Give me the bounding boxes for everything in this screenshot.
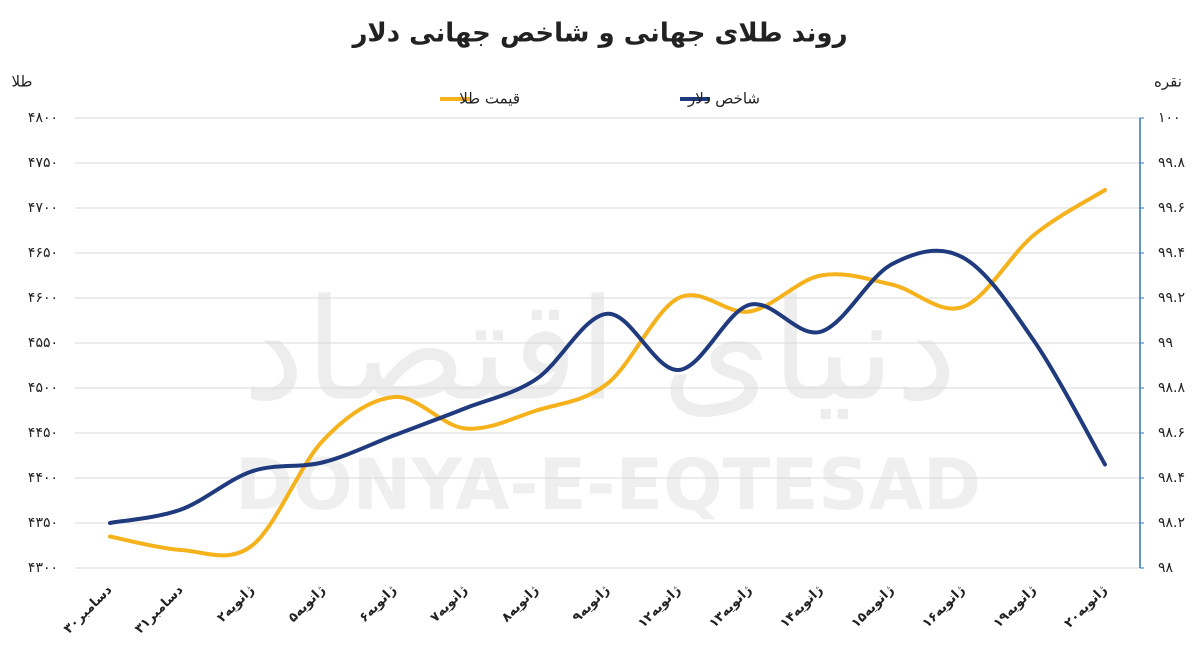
y2-tick-label: ۹۹.۴ <box>1158 245 1185 261</box>
y2-axis-label: نقره <box>1154 73 1182 91</box>
x-tick-label: ۳۰دسامبر <box>61 582 115 636</box>
legend-label: شاخص دلار <box>687 90 760 108</box>
line-series <box>108 188 1107 558</box>
y-tick-label: ۴۷۰۰ <box>28 200 58 216</box>
x-tick-label: ۱۹ژانویه <box>991 583 1040 632</box>
x-tick-label: ۱۵ژانویه <box>849 583 898 632</box>
chart-title: روند طلای جهانی و شاخص جهانی دلار <box>350 19 847 49</box>
x-tick-label: ۱۶ژانویه <box>920 583 969 632</box>
y2-tick-label: ۹۸.۲ <box>1158 515 1185 531</box>
y-tick-label: ۴۴۵۰ <box>28 425 58 441</box>
y-tick-label: ۴۷۵۰ <box>28 155 58 171</box>
y2-tick-label: ۹۹ <box>1158 335 1173 351</box>
x-tick-label: ۱۳ژانویه <box>706 583 755 632</box>
y2-tick-label: ۹۹.۶ <box>1158 200 1185 216</box>
x-tick-label: ۹ژانویه <box>570 583 613 626</box>
watermark: DONYA-E-EQTESAD <box>235 444 981 526</box>
x-tick-label: ۱۴ژانویه <box>777 583 826 632</box>
line-series <box>108 248 1107 525</box>
y-tick-label: ۴۵۵۰ <box>28 335 58 351</box>
y2-tick-label: ۹۸ <box>1158 560 1174 576</box>
watermark-fa: دنیای اقتصاد <box>243 270 958 433</box>
y-tick-label: ۴۳۰۰ <box>28 560 58 576</box>
y2-tick-label: ۹۸.۴ <box>1158 470 1185 486</box>
x-tick-label: ۶ژانویه <box>357 583 400 626</box>
x-tick-label: ۳۱دسامبر <box>132 582 186 636</box>
y-tick-label: ۴۶۰۰ <box>28 290 58 306</box>
x-tick-label: ۵ژانویه <box>286 583 329 626</box>
x-tick-label: ۱۲ژانویه <box>635 583 684 632</box>
x-tick-label: ۸ژانویه <box>499 583 542 626</box>
y2-tick-label: ۱۰۰ <box>1158 110 1181 126</box>
y-tick-label: ۴۴۰۰ <box>28 470 58 486</box>
y-tick-label: ۴۵۰۰ <box>28 380 58 396</box>
legend-label: قیمت طلا <box>459 90 520 108</box>
y-tick-label: ۴۸۰۰ <box>28 110 58 126</box>
y2-tick-label: ۹۸.۸ <box>1158 380 1185 396</box>
y2-tick-label: ۹۸.۶ <box>1158 425 1185 441</box>
y-tick-label: ۴۳۵۰ <box>28 515 58 531</box>
x-tick-label: ۷ژانویه <box>428 583 471 626</box>
y2-tick-label: ۹۹.۲ <box>1158 290 1185 306</box>
x-tick-label: ۲۰ژانویه <box>1062 583 1111 632</box>
y-axis-label: طلا <box>12 73 33 91</box>
y2-tick-label: ۹۹.۸ <box>1158 155 1185 171</box>
x-tick-label: ۲ژانویه <box>215 583 258 626</box>
y-tick-label: ۴۶۵۰ <box>28 245 58 261</box>
